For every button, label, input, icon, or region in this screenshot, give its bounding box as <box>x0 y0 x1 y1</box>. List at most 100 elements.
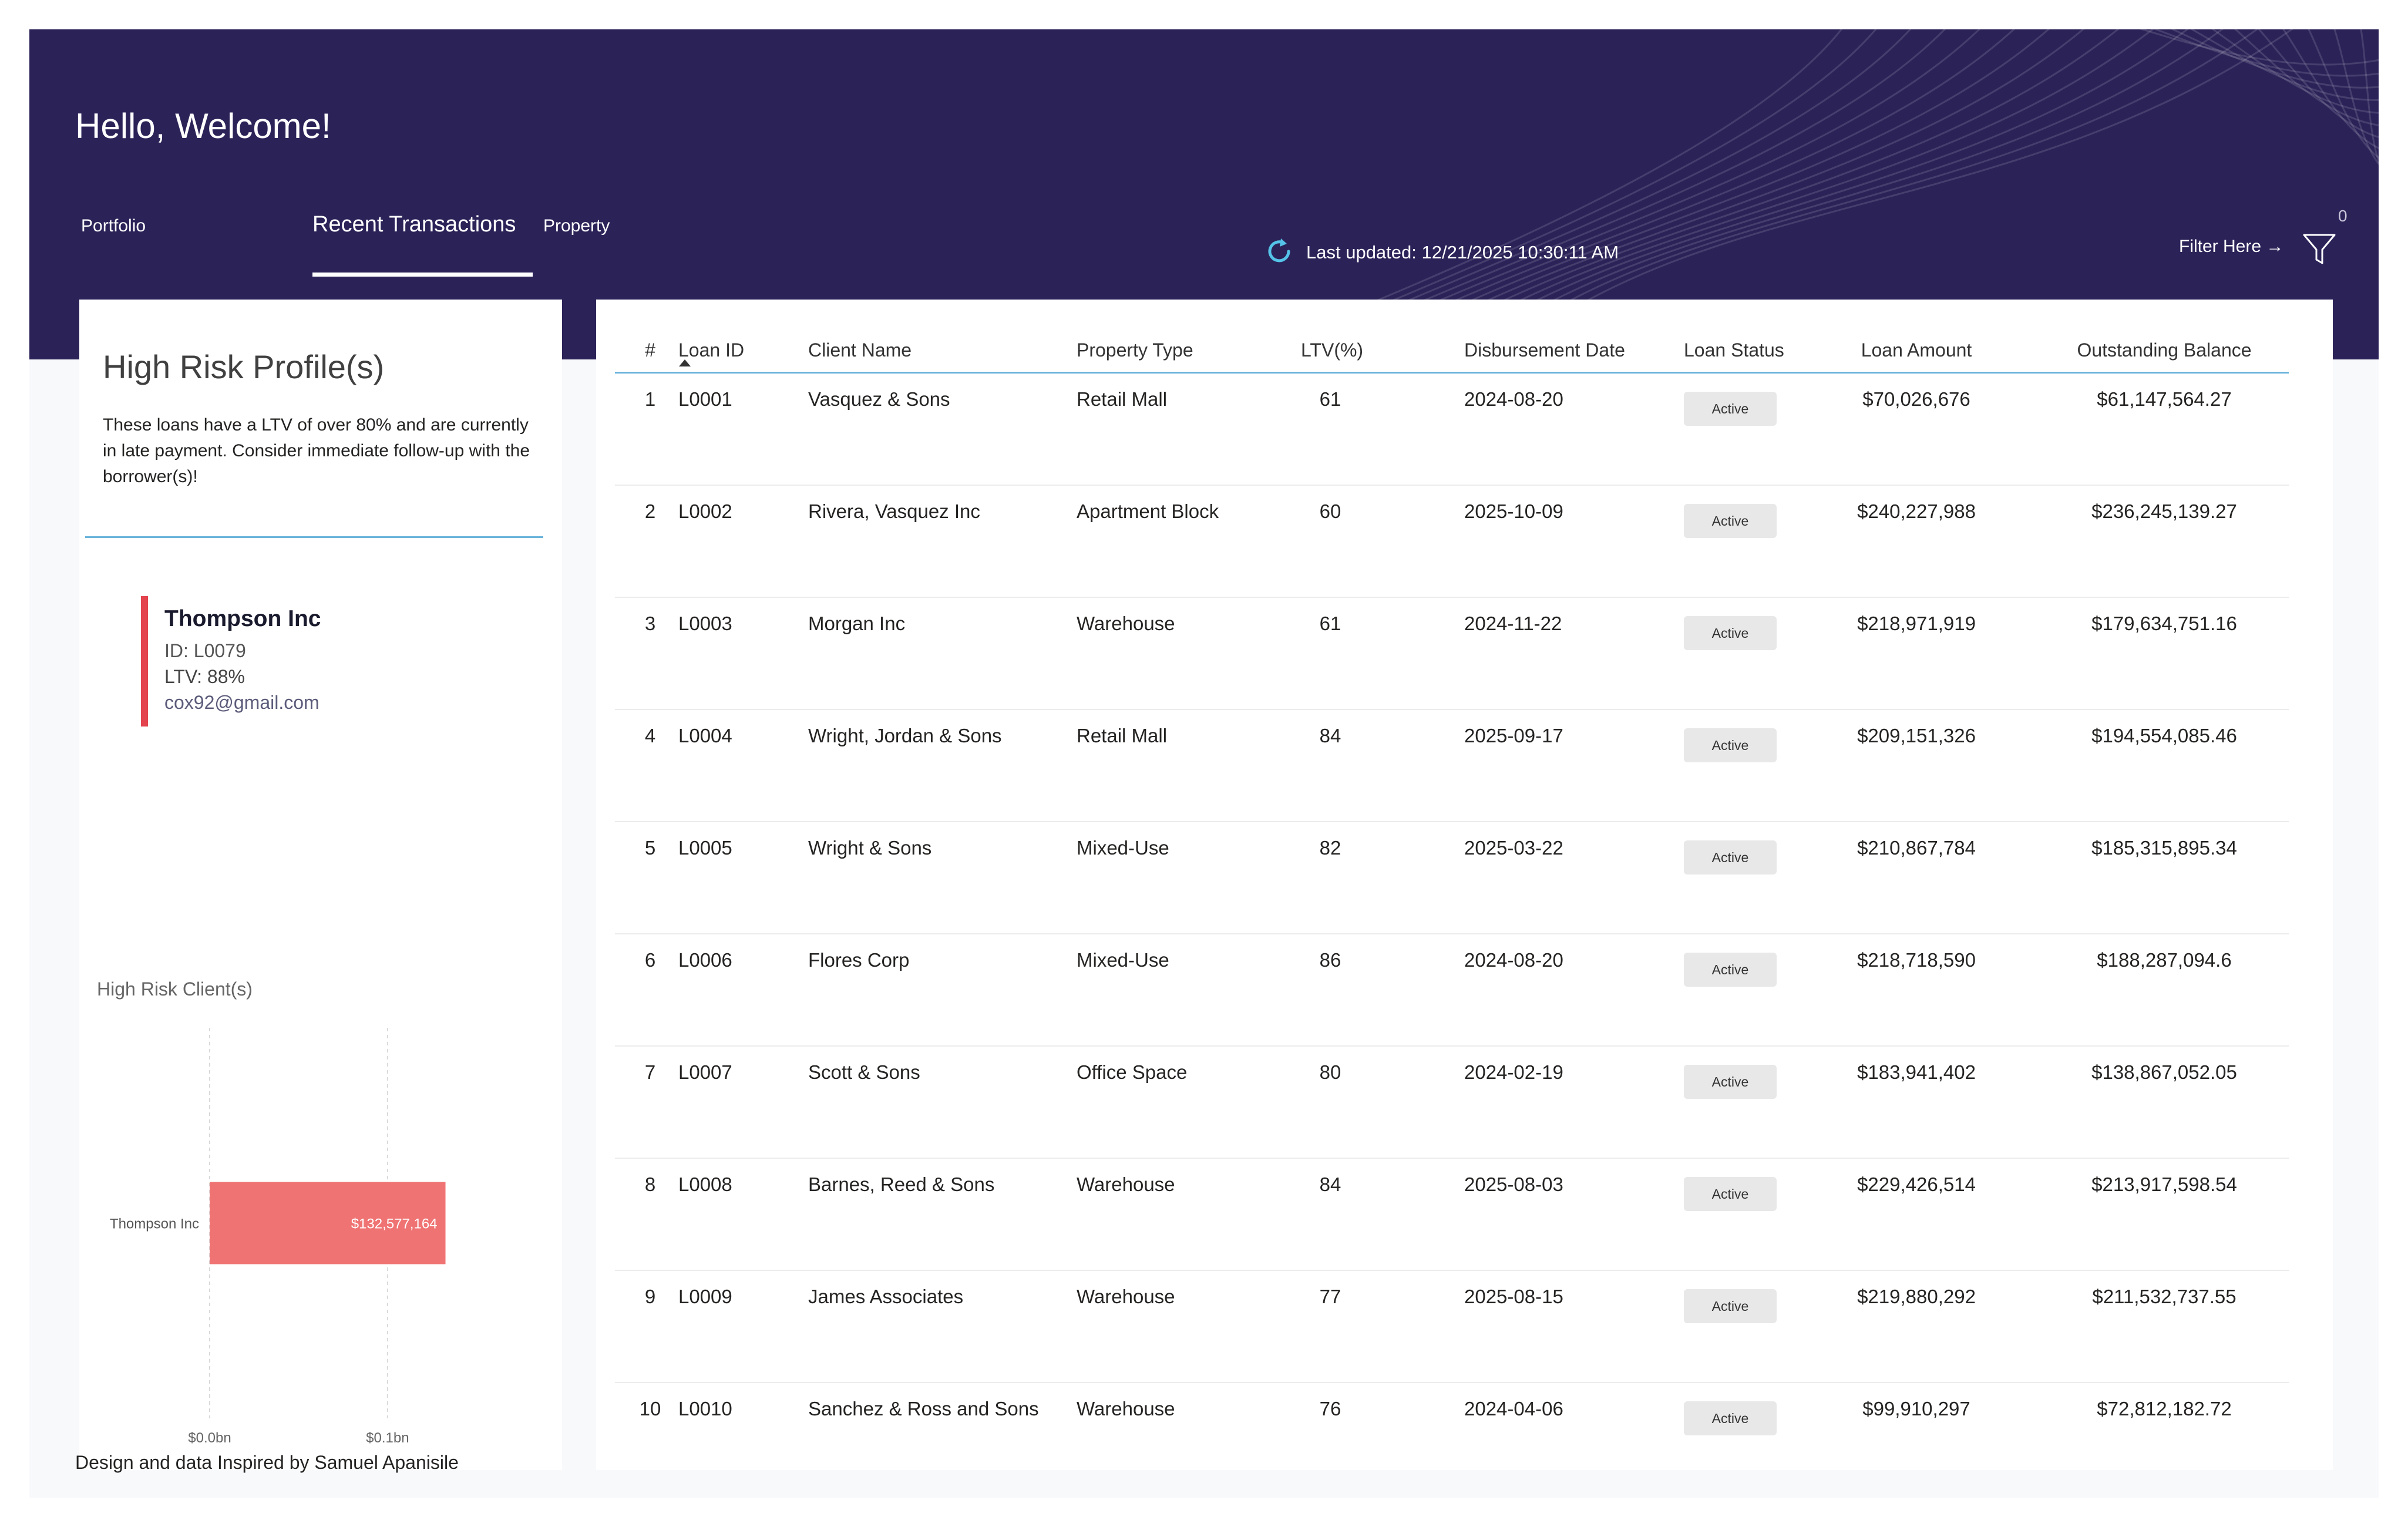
column-header-loan-status[interactable]: Loan Status <box>1684 339 1784 361</box>
outstanding-balance: $179,634,751.16 <box>2091 613 2237 634</box>
disbursement-date: 2024-04-06 <box>1464 1398 1563 1420</box>
loan-status-badge[interactable]: Active <box>1684 1401 1777 1435</box>
filter-label[interactable]: Filter Here → <box>2179 237 2284 256</box>
ltv-value: 86 <box>1319 949 1341 971</box>
welcome-heading: Hello, Welcome! <box>75 106 331 146</box>
row-number: 10 <box>639 1398 661 1420</box>
loan-id: L0002 <box>678 500 732 522</box>
row-number: 4 <box>644 725 656 746</box>
loan-status-badge[interactable]: Active <box>1684 616 1777 650</box>
property-type: Mixed-Use <box>1077 837 1169 859</box>
tab-portfolio[interactable]: Portfolio <box>81 216 146 236</box>
property-type: Warehouse <box>1077 1398 1175 1420</box>
disbursement-date: 2024-11-22 <box>1464 613 1562 634</box>
column-header-disbursement-date[interactable]: Disbursement Date <box>1464 339 1625 361</box>
table-row[interactable]: 10 L0010 Sanchez & Ross and Sons Warehou… <box>596 1383 2333 1454</box>
outstanding-balance: $188,287,094.6 <box>2097 949 2232 971</box>
column-header-loan-amount[interactable]: Loan Amount <box>1861 339 1972 361</box>
wave-line <box>1377 29 2379 359</box>
risk-client-email[interactable]: cox92@gmail.com <box>164 692 320 713</box>
filter-funnel-icon[interactable] <box>2301 231 2338 268</box>
loan-status-badge[interactable]: Active <box>1684 728 1777 762</box>
client-name: Scott & Sons <box>808 1061 920 1083</box>
disbursement-date: 2025-10-09 <box>1464 500 1563 522</box>
loan-id: L0009 <box>678 1286 732 1307</box>
wave-line <box>1294 29 2379 359</box>
column-header-loan-id[interactable]: Loan ID <box>678 339 745 361</box>
loan-status-badge[interactable]: Active <box>1684 1177 1777 1211</box>
property-type: Retail Mall <box>1077 725 1168 746</box>
wave-line <box>1500 29 2293 359</box>
table-row[interactable]: 3 L0003 Morgan Inc Warehouse 61 2024-11-… <box>596 598 2333 710</box>
column-header-outstanding-balance[interactable]: Outstanding Balance <box>2077 339 2252 361</box>
row-number: 1 <box>644 388 656 410</box>
wave-line <box>1233 29 2379 359</box>
row-number: 9 <box>644 1286 656 1307</box>
ltv-value: 60 <box>1319 500 1341 522</box>
row-number: 7 <box>644 1061 656 1083</box>
loan-status-badge[interactable]: Active <box>1684 392 1777 426</box>
loan-id: L0005 <box>678 837 732 859</box>
table-row[interactable]: 7 L0007 Scott & Sons Office Space 80 202… <box>596 1047 2333 1159</box>
chart-bar[interactable] <box>210 1182 446 1264</box>
dashboard: Hello, Welcome! Portfolio Recent Transac… <box>29 29 2379 1498</box>
loan-status-badge[interactable]: Active <box>1684 953 1777 987</box>
header-divider <box>615 372 2289 374</box>
high-risk-title: High Risk Profile(s) <box>103 348 385 385</box>
table-row[interactable]: 1 L0001 Vasquez & Sons Retail Mall 61 20… <box>596 374 2333 486</box>
loan-status-badge[interactable]: Active <box>1684 504 1777 538</box>
loan-id: L0007 <box>678 1061 732 1083</box>
loan-status-badge[interactable]: Active <box>1684 1065 1777 1099</box>
refresh-icon[interactable] <box>1263 235 1296 268</box>
ltv-value: 76 <box>1319 1398 1341 1420</box>
tab-recent-transactions[interactable]: Recent Transactions <box>312 212 516 237</box>
disbursement-date: 2025-08-15 <box>1464 1286 1563 1307</box>
row-divider <box>615 1158 2289 1159</box>
footer-credit: Design and data Inspired by Samuel Apani… <box>75 1452 459 1473</box>
row-divider <box>615 1382 2289 1383</box>
wave-line <box>1274 29 2379 359</box>
table-row[interactable]: 6 L0006 Flores Corp Mixed-Use 86 2024-08… <box>596 934 2333 1047</box>
outstanding-balance: $72,812,182.72 <box>2097 1398 2232 1420</box>
transactions-table: # Loan ID Client Name Property Type LTV(… <box>596 300 2333 1470</box>
table-row[interactable]: 2 L0002 Rivera, Vasquez Inc Apartment Bl… <box>596 486 2333 598</box>
disbursement-date: 2024-02-19 <box>1464 1061 1563 1083</box>
loan-id: L0003 <box>678 613 732 634</box>
active-tab-indicator <box>312 273 533 277</box>
column-header-property-type[interactable]: Property Type <box>1077 339 1193 361</box>
wave-line <box>1438 29 2379 359</box>
tab-property[interactable]: Property <box>543 216 610 236</box>
table-body: 1 L0001 Vasquez & Sons Retail Mall 61 20… <box>596 374 2333 1454</box>
decorative-wave-lines <box>1233 29 2379 359</box>
table-row[interactable]: 9 L0009 James Associates Warehouse 77 20… <box>596 1271 2333 1383</box>
risk-client-id: ID: L0079 <box>164 640 246 661</box>
loan-id: L0001 <box>678 388 732 410</box>
loan-amount: $183,941,402 <box>1857 1061 1976 1083</box>
loan-status-badge[interactable]: Active <box>1684 840 1777 875</box>
table-row[interactable]: 4 L0004 Wright, Jordan & Sons Retail Mal… <box>596 710 2333 822</box>
row-divider <box>615 709 2289 710</box>
loan-status-badge[interactable]: Active <box>1684 1289 1777 1323</box>
panel-divider <box>85 536 543 538</box>
wave-line <box>1356 29 2379 359</box>
client-name: James Associates <box>808 1286 964 1307</box>
loan-id: L0008 <box>678 1173 732 1195</box>
client-name: Barnes, Reed & Sons <box>808 1173 995 1195</box>
x-tick-label: $0.1bn <box>366 1430 409 1446</box>
loan-amount: $218,718,590 <box>1857 949 1976 971</box>
column-header-ltv[interactable]: LTV(%) <box>1301 339 1364 361</box>
property-type: Mixed-Use <box>1077 949 1169 971</box>
loan-id: L0010 <box>678 1398 732 1420</box>
ltv-value: 84 <box>1319 725 1341 746</box>
loan-amount: $99,910,297 <box>1862 1398 1970 1420</box>
table-row[interactable]: 5 L0005 Wright & Sons Mixed-Use 82 2025-… <box>596 822 2333 934</box>
loan-amount: $219,880,292 <box>1857 1286 1976 1307</box>
table-row[interactable]: 8 L0008 Barnes, Reed & Sons Warehouse 84… <box>596 1159 2333 1271</box>
outstanding-balance: $194,554,085.46 <box>2091 725 2237 746</box>
outstanding-balance: $236,245,139.27 <box>2091 500 2237 522</box>
column-header-client-name[interactable]: Client Name <box>808 339 912 361</box>
column-header-number[interactable]: # <box>645 339 655 361</box>
disbursement-date: 2024-08-20 <box>1464 388 1563 410</box>
client-name: Vasquez & Sons <box>808 388 950 410</box>
loan-id: L0006 <box>678 949 732 971</box>
